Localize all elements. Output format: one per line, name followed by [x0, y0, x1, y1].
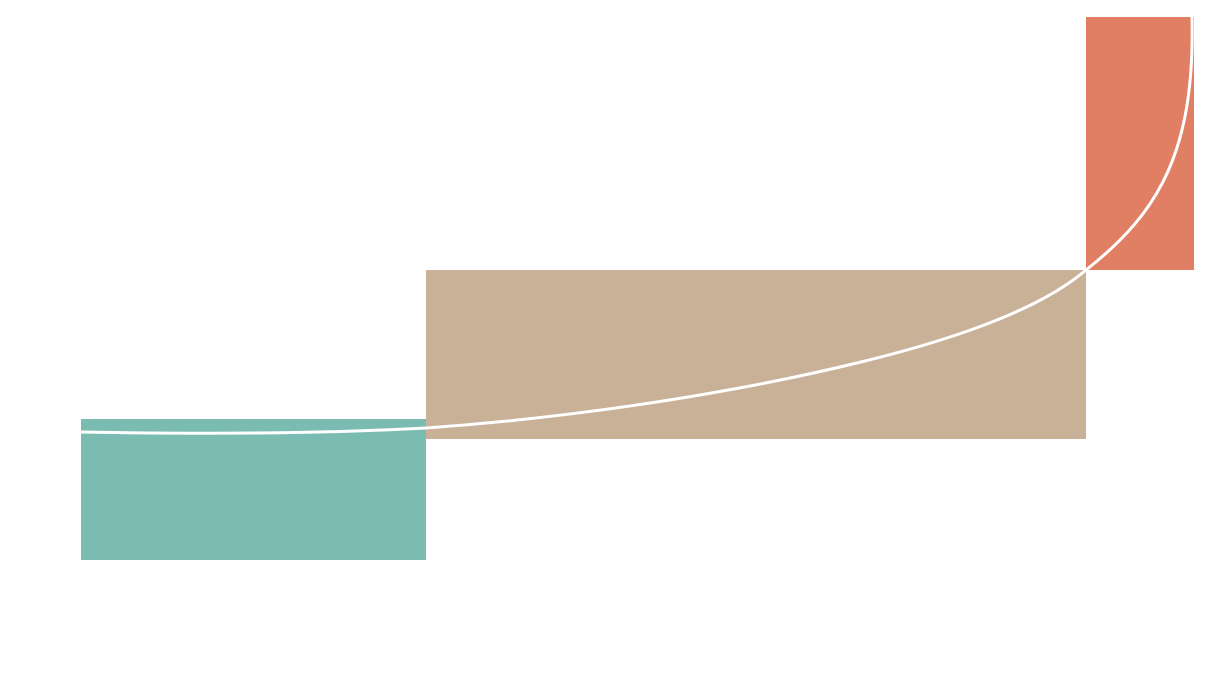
tan-block: [426, 270, 1086, 439]
orange-block: [1086, 17, 1194, 270]
teal-block: [81, 419, 426, 560]
curve: [80, 16, 1194, 435]
